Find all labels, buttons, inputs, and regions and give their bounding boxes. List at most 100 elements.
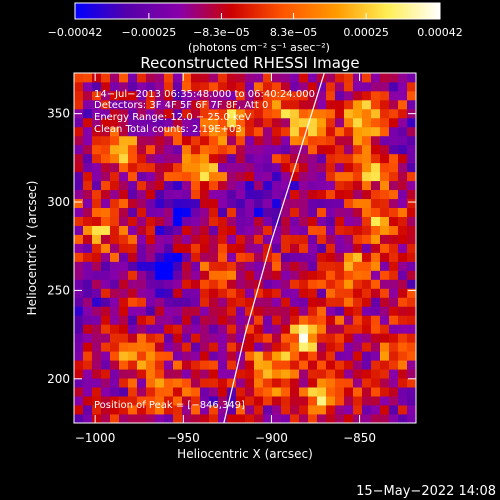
heatmap-cell xyxy=(389,270,399,280)
annotation-energy-range: Energy Range: 12.0 − 25.0 keV xyxy=(94,112,251,123)
heatmap-cell xyxy=(209,369,219,379)
heatmap-cell xyxy=(308,288,318,298)
heatmap-cell xyxy=(290,126,300,137)
heatmap-cell xyxy=(155,117,165,128)
heatmap-cell xyxy=(326,73,336,83)
heatmap-cell xyxy=(263,252,273,262)
heatmap-cell xyxy=(110,315,120,325)
heatmap-cell xyxy=(110,288,120,298)
heatmap-cell xyxy=(74,180,84,191)
heatmap-cell xyxy=(335,108,345,119)
heatmap-cell xyxy=(101,324,111,334)
heatmap-cell xyxy=(254,162,264,173)
heatmap-cell xyxy=(128,378,138,388)
heatmap-cell xyxy=(137,279,147,289)
heatmap-cell xyxy=(308,387,318,397)
heatmap-cell xyxy=(317,261,327,271)
heatmap-cell xyxy=(218,396,228,406)
heatmap-cell xyxy=(83,90,93,101)
heatmap-cell xyxy=(191,315,201,325)
heatmap-cell xyxy=(146,243,156,253)
heatmap-cell xyxy=(353,73,363,83)
heatmap-cell xyxy=(119,144,129,155)
heatmap-cell xyxy=(263,261,273,271)
heatmap-cell xyxy=(164,243,174,253)
heatmap-cell xyxy=(371,135,381,146)
heatmap-cell xyxy=(272,126,282,137)
heatmap-cell xyxy=(74,342,84,352)
y-tick-label: 250 xyxy=(47,283,70,297)
heatmap-cell xyxy=(92,261,102,271)
heatmap-cell xyxy=(137,117,147,128)
heatmap-cell xyxy=(227,360,237,370)
heatmap-cell xyxy=(389,279,399,289)
heatmap-cell xyxy=(326,333,336,343)
heatmap-cell xyxy=(83,315,93,325)
heatmap-cell xyxy=(398,387,408,397)
heatmap-cell xyxy=(326,225,336,235)
heatmap-cell xyxy=(83,252,93,262)
heatmap-cell xyxy=(101,279,111,289)
heatmap-cell xyxy=(92,396,102,406)
heatmap-cell xyxy=(92,414,102,423)
heatmap-cell xyxy=(128,387,138,397)
heatmap-cell xyxy=(182,153,192,164)
heatmap-cell xyxy=(137,333,147,343)
heatmap-cell xyxy=(335,360,345,370)
heatmap-cell xyxy=(227,162,237,173)
heatmap-cell xyxy=(389,207,399,217)
heatmap-cell xyxy=(362,144,372,155)
heatmap-cell xyxy=(155,144,165,155)
heatmap-cell xyxy=(344,90,354,101)
heatmap-cell xyxy=(83,108,93,119)
heatmap-cell xyxy=(101,369,111,379)
heatmap-cell xyxy=(137,207,147,217)
heatmap-cell xyxy=(155,90,165,101)
heatmap-cell xyxy=(209,117,219,128)
heatmap-cell xyxy=(380,216,390,226)
heatmap-cell xyxy=(146,90,156,101)
heatmap-cell xyxy=(209,279,219,289)
heatmap-cell xyxy=(146,270,156,280)
heatmap-cell xyxy=(83,117,93,128)
heatmap-cell xyxy=(353,216,363,226)
heatmap-cell xyxy=(380,378,390,388)
heatmap-cell xyxy=(281,288,291,298)
heatmap-cell xyxy=(371,171,381,182)
heatmap-cell xyxy=(155,73,165,83)
heatmap-cell xyxy=(362,288,372,298)
heatmap-cell xyxy=(200,234,210,244)
heatmap-cell xyxy=(263,351,273,361)
heatmap-cell xyxy=(344,270,354,280)
colorbar-tick-label: 0.00042 xyxy=(417,26,463,39)
heatmap-cell xyxy=(164,306,174,316)
heatmap-cell xyxy=(119,270,129,280)
heatmap-cell xyxy=(362,153,372,164)
heatmap-cell xyxy=(182,261,192,271)
heatmap-cell xyxy=(308,180,318,191)
heatmap-cell xyxy=(119,99,129,110)
heatmap-cell xyxy=(128,153,138,164)
heatmap-cell xyxy=(281,369,291,379)
heatmap-cell xyxy=(236,144,246,155)
heatmap-cell xyxy=(173,378,183,388)
heatmap-cell xyxy=(173,297,183,307)
heatmap-cell xyxy=(92,351,102,361)
heatmap-cell xyxy=(335,144,345,155)
heatmap-cell xyxy=(191,351,201,361)
heatmap-cell xyxy=(371,360,381,370)
heatmap-cell xyxy=(335,135,345,146)
heatmap-cell xyxy=(263,288,273,298)
heatmap-cell xyxy=(398,135,408,146)
heatmap-cell xyxy=(407,324,416,334)
heatmap-cell xyxy=(146,252,156,262)
heatmap-cell xyxy=(407,333,416,343)
heatmap-cell xyxy=(308,369,318,379)
heatmap-cell xyxy=(218,243,228,253)
heatmap-cell xyxy=(191,171,201,182)
heatmap-cell xyxy=(128,99,138,110)
heatmap-cell xyxy=(209,207,219,217)
heatmap-cell xyxy=(173,99,183,110)
annotation-clean-counts: Clean Total counts: 2.19E+03 xyxy=(94,124,242,135)
heatmap-cell xyxy=(362,378,372,388)
